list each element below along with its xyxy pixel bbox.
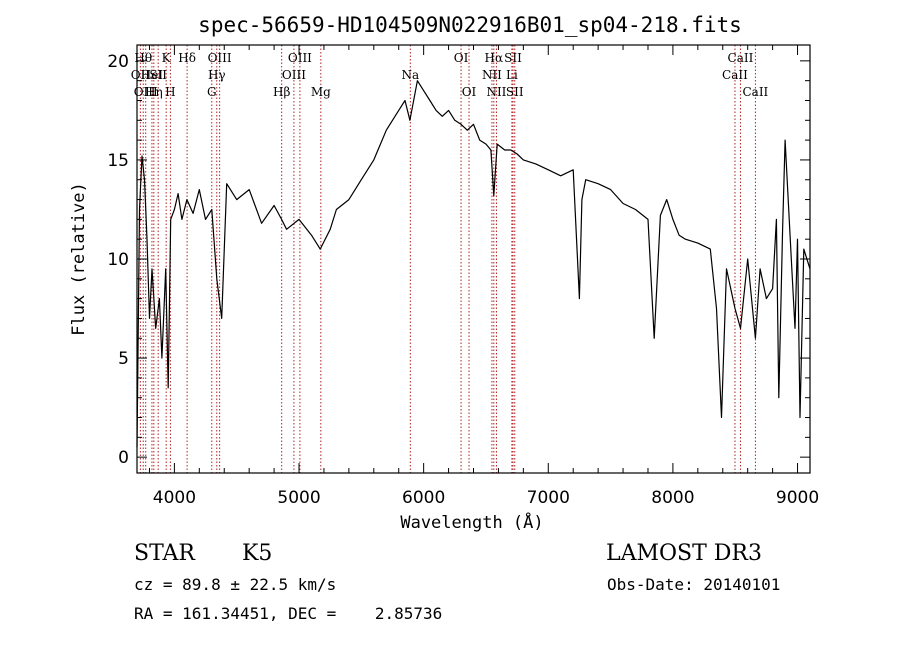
spectral-subclass: K5 [242,541,273,566]
x-tick-label: 5000 [277,488,320,508]
spectral-line-label: CaII [728,51,754,65]
spectral-line-label: HeI [141,68,164,82]
spectral-line-label: NII [486,85,506,99]
spectral-line-label: Hγ [208,68,226,82]
object-class: STAR [134,541,195,566]
observation-date: Obs-Date: 20140101 [607,575,781,594]
spectral-line-label: OII [131,68,151,82]
survey-name: LAMOST DR3 [606,541,762,566]
y-tick-label: 20 [107,52,129,72]
x-axis-label: Wavelength (Å) [400,511,543,533]
spectral-line-label: SII [504,51,522,65]
spectral-line-label: OIII [282,68,306,82]
x-tick-label: 9000 [776,488,819,508]
spectral-line-label: SII [149,68,167,82]
spectral-line-label: K [162,51,172,65]
spectral-line-label: Hβ [273,85,290,99]
y-axis-label: Flux (relative) [69,182,89,336]
spectral-line-label: OI [462,85,477,99]
spectral-line-label: Li [506,68,518,82]
spectral-line-label: Hα [485,51,504,65]
y-tick-label: 15 [107,151,129,171]
sky-coordinates: RA = 161.34451, DEC = 2.85736 [134,604,443,623]
spectral-line-label: OI [454,51,469,65]
spectral-line-label: OIII [208,51,232,65]
spectral-line-label: SII [506,85,524,99]
spectral-line-label: CaII [742,85,768,99]
spectral-line-label: OIII [288,51,312,65]
plot-frame [136,44,811,474]
spectral-line-label: Hδ [178,51,196,65]
x-axis: 4000 5000 6000 7000 8000 9000 [148,45,819,508]
spectral-line-label: G [207,85,217,99]
redshift-cz: cz = 89.8 ± 22.5 km/s [134,575,337,594]
x-tick-label: 6000 [402,488,445,508]
y-tick-label: 5 [118,349,129,369]
spectral-line-label: CaII [722,68,748,82]
spectral-line-label: OIII [134,85,158,99]
spectral-line-label: H [165,85,175,99]
spectral-line-label: Hθ [134,51,152,65]
spectrum-line [136,80,811,448]
y-tick-label: 0 [118,448,129,468]
spectral-line-label: Hη [145,85,163,99]
chart-title: spec-56659-HD104509N022916B01_sp04-218.f… [198,13,742,37]
x-tick-label: 4000 [153,488,196,508]
spectral-line-labels: Hθ OII OIII HeI Hη SII K H Hδ G Hγ OIII Hβ OIII OIII Mg… [131,51,769,99]
spectral-line-label: Na [401,68,419,82]
x-tick-label: 7000 [527,488,570,508]
x-tick-label: 8000 [651,488,694,508]
spectral-line-label: NII [482,68,502,82]
y-axis: 0 5 10 15 20 [107,52,810,468]
spectral-line-label: Mg [311,85,331,99]
spectral-line-markers [139,45,756,473]
y-tick-label: 10 [107,250,129,270]
